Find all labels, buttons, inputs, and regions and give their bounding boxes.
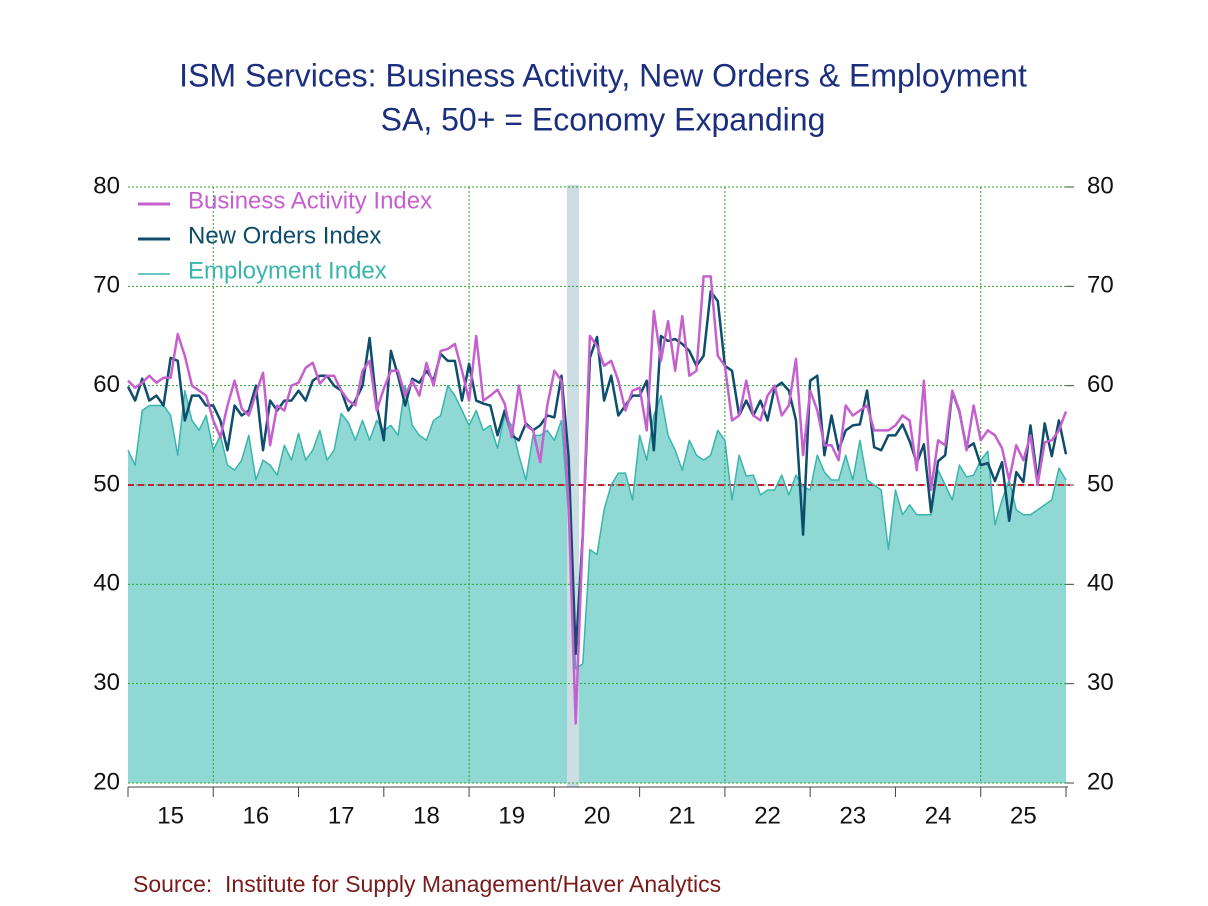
x-tick-label: 16 [243, 802, 270, 829]
x-tick-label: 20 [584, 802, 611, 829]
y2-tick-label: 80 [1087, 172, 1114, 199]
y-tick-label: 30 [93, 669, 120, 696]
y2-tick-label: 30 [1087, 669, 1114, 696]
x-tick-label: 19 [498, 802, 525, 829]
legend-label: Employment Index [188, 257, 387, 284]
x-tick-label: 25 [1010, 802, 1037, 829]
x-tick-label: 18 [413, 802, 440, 829]
y-tick-label: 50 [93, 470, 120, 497]
y-tick-label: 70 [93, 272, 120, 299]
grid-layer [127, 186, 1074, 797]
x-tick-label: 24 [925, 802, 952, 829]
legend-label: Business Activity Index [188, 187, 432, 214]
series-line [126, 290, 1068, 656]
y2-tick-label: 70 [1087, 272, 1114, 299]
x-tick-label: 17 [328, 802, 355, 829]
area-line [127, 384, 1067, 670]
y2-tick-label: 40 [1087, 570, 1114, 597]
legend-label: New Orders Index [188, 222, 381, 249]
text-layer: 20 30 40 50 60 70 80 20 30 40 50 60 70 80 15 16 17 18 19 20… [93, 172, 1113, 829]
x-tick-label: 23 [839, 802, 866, 829]
y-tick-label: 60 [93, 371, 120, 398]
series-line [127, 275, 1068, 725]
chart-title: ISM Services: Business Activity, New Ord… [179, 57, 1027, 93]
y2-tick-label: 20 [1087, 768, 1114, 795]
y2-tick-label: 60 [1087, 371, 1114, 398]
y-tick-label: 80 [93, 172, 120, 199]
line-layer [126, 275, 1068, 725]
x-tick-label: 15 [157, 802, 184, 829]
x-tick-label: 21 [669, 802, 696, 829]
source-note: Source: Institute for Supply Management/… [133, 871, 721, 897]
y2-tick-label: 50 [1087, 470, 1114, 497]
y-tick-label: 20 [93, 768, 120, 795]
chart-subtitle: SA, 50+ = Economy Expanding [381, 101, 826, 137]
y-tick-label: 40 [93, 570, 120, 597]
x-tick-label: 22 [754, 802, 781, 829]
